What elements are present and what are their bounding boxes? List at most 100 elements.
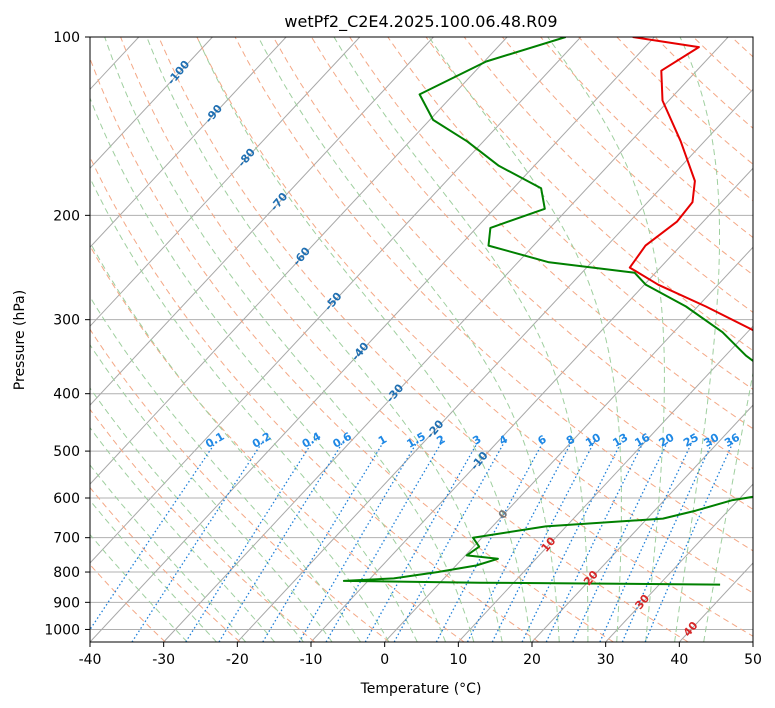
isotherm-line [236,88,753,642]
isotherm-line [90,37,361,327]
mixing-ratio-line [364,440,480,642]
mixing-ratio-line [621,440,714,642]
dry-adiabat [90,156,540,642]
chart-title: wetPf2_C2E4.2025.100.06.48.R09 [284,12,557,32]
dry-adiabat [463,37,753,314]
moist-adiabat [90,464,247,642]
y-tick-label: 400 [53,387,80,403]
plot-frame [89,36,754,643]
isotherm-line [384,246,753,642]
y-tick-label: 500 [53,444,80,460]
mixing-ratio-line [599,440,694,642]
y-tick-label: 900 [53,595,80,611]
mixing-ratio-line [185,440,314,642]
moist-adiabat [90,343,333,642]
isotherm-line [531,404,753,642]
mixing-ratio-line [218,440,345,642]
dry-adiabat [539,37,753,239]
x-tick-label: -30 [152,652,175,668]
mixing-ratio-label: 0.6 [330,430,354,451]
isotherm-line [90,37,582,564]
moist-adiabat [90,295,362,642]
axes: -40 -30 -20 -10 0 10 20 30 40 5010020030040050060… [44,30,762,668]
dry-adiabat [90,244,465,642]
temperature-profile-line [628,37,753,332]
mixing-ratio-label: 0.2 [250,430,273,451]
moist-adiabat [90,96,446,642]
sounding-profiles [342,37,753,586]
x-tick-label: -40 [79,652,102,668]
dry-adiabat [387,37,753,390]
mixing-ratio-label: 16 [632,431,652,450]
dry-adiabat [90,486,241,642]
mixing-ratio-label: 25 [681,431,701,450]
mixing-ratio-line [521,440,623,642]
moist-adiabat [547,37,665,642]
dry-adiabat [120,37,689,642]
mixing-ratio-label: 4 [497,433,510,448]
x-tick-label: 20 [523,652,541,668]
mixing-ratio-label: 1 [376,433,389,448]
dry-adiabat [90,563,166,642]
isotherm-line [90,37,287,248]
moist-adiabat [196,37,532,642]
y-tick-label: 600 [53,491,80,507]
y-tick-label: 100 [53,30,80,46]
isotherm-line [90,37,655,642]
moist-adiabat [333,37,589,642]
isotherm-line [310,167,753,642]
isotherm-line [605,483,753,642]
x-tick-label: 0 [380,652,389,668]
dry-adiabat [501,37,753,276]
moist-adiabat [146,37,503,642]
isotherm-line [752,641,753,642]
isotherm-line [90,37,213,169]
dry-adiabat [158,37,753,637]
dry-adiabat [272,37,753,510]
moist-adiabat [90,499,217,642]
mixing-ratio-label: 3 [470,433,483,448]
mixing-ratio-label: 10 [583,431,603,450]
mixing-ratio-label: 36 [722,431,742,450]
y-axis-label: Pressure (hPa) [12,290,28,390]
dry-adiabat [90,56,614,642]
moist-adiabat [257,37,560,642]
moist-adiabat [703,370,753,642]
y-tick-label: 700 [53,531,80,547]
isotherm-line [90,37,508,485]
isotherm-line [457,325,753,642]
mixing-ratio-line [262,440,385,642]
moist-adiabat [90,176,418,642]
mixing-ratio-label: 8 [564,433,577,448]
isotherm-line [678,562,753,642]
dry-adiabat [196,37,753,594]
x-tick-label: 40 [670,652,688,668]
mixing-ratio-label: 13 [610,431,630,450]
mixing-ratio-line [545,440,645,642]
x-tick-label: -10 [300,652,323,668]
y-tick-label: 1000 [44,622,80,638]
dry-adiabat [90,408,316,642]
mixing-ratio-line [90,440,218,631]
background-lines [90,37,753,642]
y-tick-label: 300 [53,313,80,329]
moist-adiabat [90,533,188,642]
moist-adiabat [90,387,304,642]
mixing-ratio-line [393,440,506,642]
isotherm-line [163,37,729,642]
mixing-ratio-line [298,440,419,642]
dry-adiabat [234,37,753,552]
dry-adiabat [310,37,753,470]
mixing-ratio-line [466,440,573,642]
mixing-ratio-label: 6 [536,433,549,448]
y-tick-label: 200 [53,208,80,224]
mixing-ratio-line [644,440,735,642]
moist-adiabat [90,241,390,642]
isotherm-line [90,37,434,406]
mixing-ratio-label: 0.1 [203,430,226,451]
dewpoint-profile-line [342,37,753,586]
x-tick-label: 30 [597,652,615,668]
dry-adiabat [349,37,753,430]
x-axis-label: Temperature (°C) [360,681,482,697]
